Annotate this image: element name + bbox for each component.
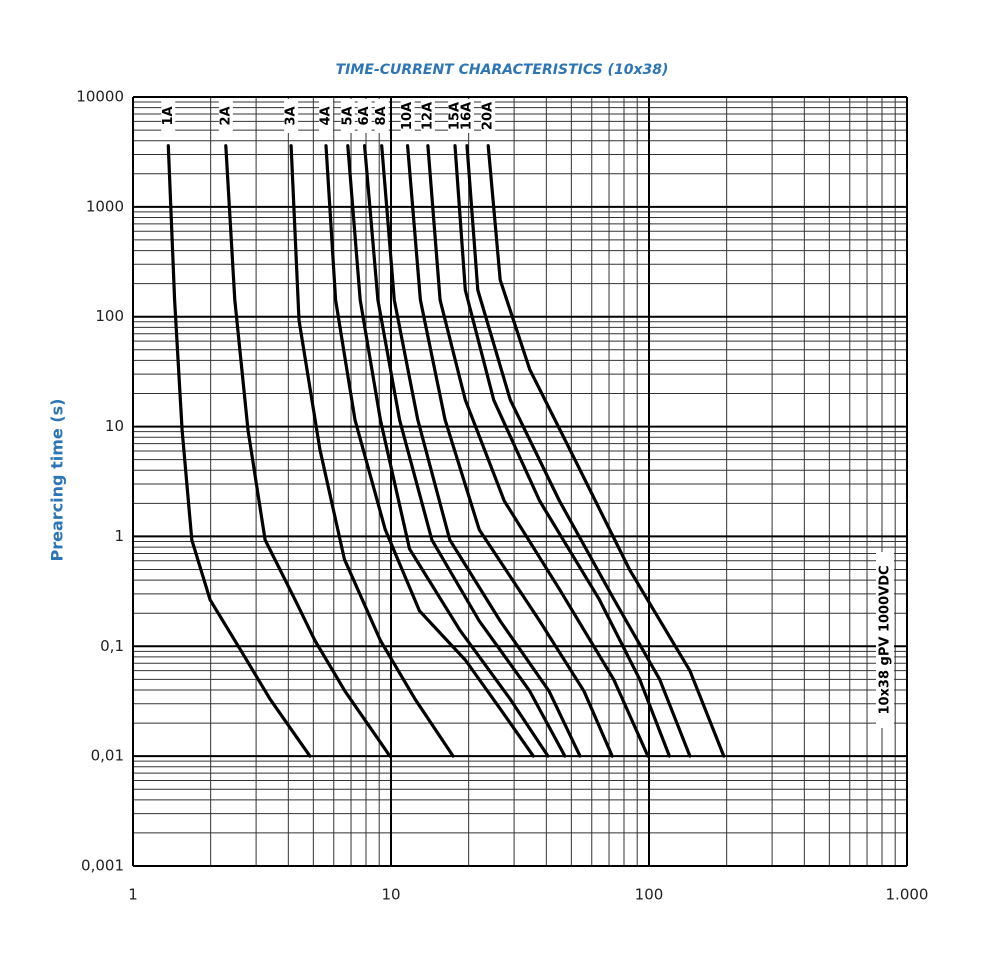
legend-label: 20A xyxy=(481,102,496,130)
label-bg xyxy=(161,99,176,133)
series-label: 15A xyxy=(447,99,462,133)
label-bg xyxy=(284,99,299,133)
x-tick-label: 10 xyxy=(381,886,400,904)
legend-label: 6A xyxy=(357,106,372,125)
label-bg xyxy=(420,99,435,133)
label-bg xyxy=(447,99,462,133)
label-bg xyxy=(319,99,334,133)
series-label: 1A xyxy=(161,99,176,133)
curve xyxy=(224,144,392,758)
series-label: 16A xyxy=(459,99,474,133)
chart-title: TIME-CURRENT CHARACTERISTICS (10x38) xyxy=(336,62,669,78)
label-bg xyxy=(357,99,372,133)
annotation-text: 10x38 gPV 1000VDC xyxy=(878,565,893,714)
legend-label: 15A xyxy=(447,102,462,130)
label-bg xyxy=(400,99,415,133)
curve xyxy=(363,144,567,758)
curve xyxy=(380,144,582,758)
series-label: 10A xyxy=(400,99,415,133)
y-tick-label: 0,01 xyxy=(91,747,124,765)
legend-label: 1A xyxy=(161,106,176,125)
series-label: 12A xyxy=(420,99,435,133)
annotation-bg xyxy=(876,552,894,728)
annotation: 10x38 gPV 1000VDC xyxy=(876,552,894,728)
curve xyxy=(324,144,535,758)
label-bg xyxy=(459,99,474,133)
y-tick-label: 0,1 xyxy=(100,637,124,655)
legend-label: 4A xyxy=(319,106,334,125)
curve xyxy=(166,144,312,758)
x-tick-label: 100 xyxy=(635,886,664,904)
x-tick-label: 1 xyxy=(128,886,138,904)
curve xyxy=(453,144,671,758)
series-label: 5A xyxy=(340,99,355,133)
legend-label: 16A xyxy=(459,102,474,130)
y-tick-label: 0,001 xyxy=(81,857,124,875)
series-label: 4A xyxy=(319,99,334,133)
series-label: 3A xyxy=(284,99,299,133)
legend-label: 3A xyxy=(284,106,299,125)
series-label: 8A xyxy=(374,99,389,133)
y-tick-label: 1000 xyxy=(86,197,124,215)
label-bg xyxy=(374,99,389,133)
label-bg xyxy=(218,99,233,133)
y-tick-label: 1 xyxy=(114,527,124,545)
series-label: 20A xyxy=(481,99,496,133)
curve xyxy=(289,144,455,758)
y-tick-label: 100 xyxy=(95,307,124,325)
series-label: 6A xyxy=(357,99,372,133)
legend-label: 8A xyxy=(374,106,389,125)
label-bg xyxy=(481,99,496,133)
legend-label: 10A xyxy=(400,102,415,130)
series-label: 2A xyxy=(218,99,233,133)
label-bg xyxy=(340,99,355,133)
legend-label: 5A xyxy=(340,106,355,125)
curve xyxy=(406,144,614,758)
y-tick-label: 10 xyxy=(105,417,124,435)
y-axis-label: Prearcing time (s) xyxy=(48,399,67,562)
y-tick-label: 10000 xyxy=(76,88,124,106)
curve xyxy=(486,144,726,758)
curve xyxy=(346,144,550,758)
legend-label: 2A xyxy=(218,106,233,125)
curve xyxy=(426,144,650,758)
x-tick-label: 1.000 xyxy=(886,886,929,904)
curve xyxy=(465,144,692,758)
legend-label: 12A xyxy=(420,102,435,130)
